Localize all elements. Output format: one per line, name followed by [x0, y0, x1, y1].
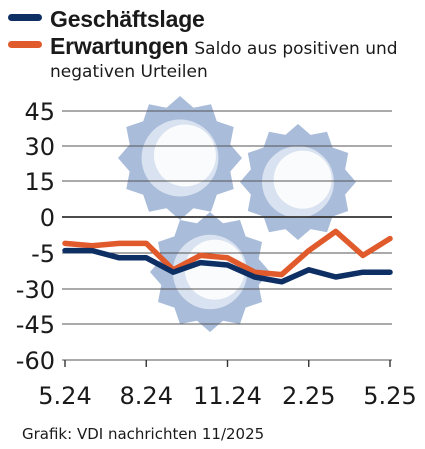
legend: Geschäftslage Erwartungen Saldo aus posi… [8, 6, 420, 82]
y-tick-label: -60 [16, 347, 55, 375]
y-tick-label: 15 [24, 168, 55, 196]
legend-swatch-geschaeftslage [8, 14, 42, 21]
gridlines [62, 110, 392, 367]
y-tick-label: -45 [16, 311, 55, 339]
legend-item-geschaeftslage: Geschäftslage [8, 6, 420, 33]
y-tick-label: -30 [16, 276, 55, 304]
chart-subtitle-line2: negativen Urteilen [50, 62, 208, 82]
x-tick-label: 2.25 [282, 382, 335, 410]
legend-label-geschaeftslage: Geschäftslage [50, 6, 205, 32]
legend-swatch-erwartungen [8, 41, 42, 48]
x-tick-label: 11.24 [193, 382, 262, 410]
y-tick-label: -5 [31, 240, 55, 268]
x-tick-label: 5.24 [38, 382, 91, 410]
source-credit: Grafik: VDI nachrichten 11/2025 [22, 425, 265, 443]
x-tick-labels: 5.24 8.24 11.24 2.25 5.25 [38, 382, 416, 410]
series-lines [62, 228, 393, 285]
x-tick-label: 8.24 [120, 382, 173, 410]
gear-icon [240, 124, 356, 240]
series-line-erwartungen [62, 228, 393, 278]
legend-label-erwartungen: Erwartungen [50, 33, 189, 59]
chart-subtitle-line1: Saldo aus positiven und [194, 39, 398, 59]
x-tick-label: 5.25 [363, 382, 416, 410]
y-tick-label: 45 [24, 98, 55, 126]
y-tick-label: 30 [24, 133, 55, 161]
gear-illustrations [118, 96, 356, 332]
y-tick-labels: 45 30 15 0 -5 -30 -45 -60 [16, 98, 55, 375]
y-tick-label: 0 [40, 204, 55, 232]
series-line-geschaeftslage [62, 247, 393, 285]
legend-item-erwartungen: Erwartungen Saldo aus positiven und [8, 33, 420, 60]
gear-icon [118, 96, 242, 220]
